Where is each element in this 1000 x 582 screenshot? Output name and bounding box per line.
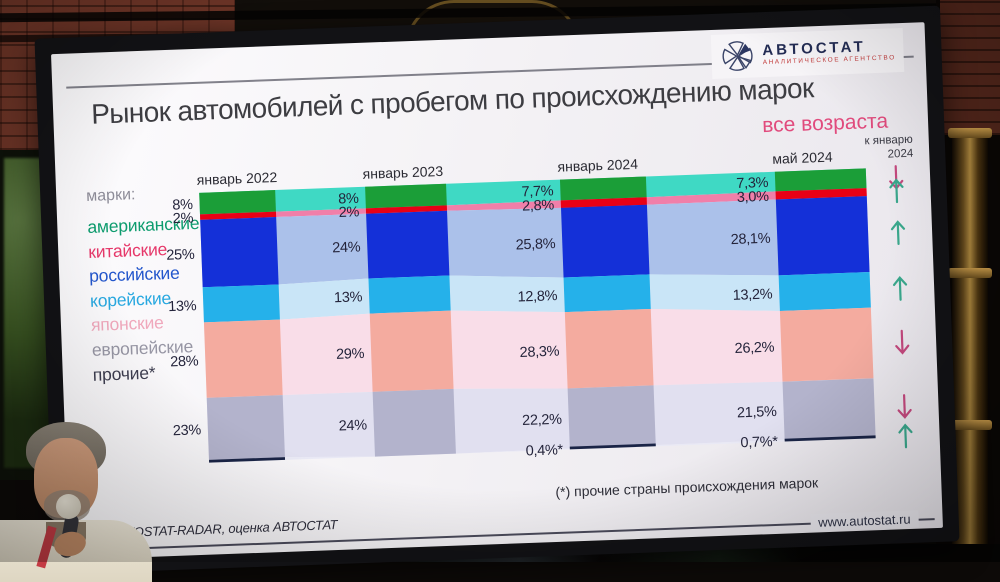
segment-label: 22,2% [522, 412, 563, 429]
segment-label: 13% [168, 298, 197, 315]
segment-label: 8% [172, 197, 193, 214]
column-segment [560, 204, 650, 278]
segment-label: 2% [338, 204, 359, 221]
segment-label: 13% [334, 289, 363, 306]
column-segment [365, 183, 447, 209]
column-segment [366, 210, 450, 279]
trend-arrow-up [890, 220, 906, 246]
segment-label: 28% [170, 353, 199, 370]
column-segment [372, 388, 456, 457]
stacked-area-chart: 8%2%25%13%28%23%8%2%24%13%29%24%7,7%2,8%… [166, 134, 914, 463]
column-header: январь 2023 [362, 163, 443, 182]
column-segment [775, 196, 870, 276]
segment-label: 24% [332, 239, 361, 256]
segment-label: 29% [336, 346, 365, 363]
segment-label: 12,8% [517, 288, 558, 305]
column-segment [560, 197, 647, 208]
segment-label: 28,1% [730, 231, 771, 248]
trend-arrow-up [892, 276, 908, 301]
presentation-slide: АВТОСТАТ АНАЛИТИЧЕСКОЕ АГЕНТСТВО Рынок а… [51, 22, 943, 560]
trend-arrow-down [895, 329, 910, 355]
autostat-logo-icon [722, 41, 753, 71]
column-segment [202, 284, 280, 323]
segment-label: 2,8% [522, 197, 555, 214]
golden-column-ring [948, 128, 992, 138]
segment-label: 2% [172, 210, 193, 227]
column-segment [559, 176, 647, 201]
column-segment [564, 308, 654, 389]
column-header: январь 2024 [557, 156, 638, 175]
segment-label: 24% [338, 417, 367, 434]
speaker [0, 418, 164, 582]
column-segment [775, 188, 867, 200]
golden-column-ring [948, 420, 992, 430]
column-segment [567, 385, 656, 449]
column-header: май 2024 [772, 149, 833, 167]
trend-arrow-up [898, 423, 913, 449]
column-segment [200, 217, 279, 288]
column-segment [203, 319, 283, 398]
trend-arrow-down [897, 394, 912, 419]
column-segment [779, 307, 874, 382]
segment-label: 3,0% [737, 189, 770, 206]
column-segment [774, 168, 867, 192]
segment-label: 7,3% [736, 175, 769, 192]
trend-arrow-up [889, 178, 904, 204]
website-link: www.autostat.ru [809, 510, 919, 532]
segment-label: 13,2% [732, 286, 773, 303]
column-segment [365, 205, 448, 214]
column-segment [569, 443, 656, 450]
segment-label: 0,7%* [740, 434, 778, 451]
trend-header: 2024 [887, 148, 914, 161]
segment-label: 0,4%* [525, 442, 563, 459]
column-segment [199, 190, 276, 215]
column-segment [782, 378, 876, 440]
column-segment [208, 457, 286, 463]
microphone-cap [56, 494, 81, 519]
segment-label: 8% [338, 191, 359, 208]
brick-right [940, 0, 1000, 135]
segment-label: 23% [173, 422, 202, 439]
column-segment [778, 272, 871, 311]
trend-header: к январю [864, 134, 913, 148]
column-segment [563, 274, 651, 313]
segment-label: 25,8% [515, 236, 556, 253]
column-segment [206, 395, 285, 460]
segment-label: 26,2% [734, 340, 775, 357]
column-segment [369, 310, 454, 392]
stacked-area [208, 436, 876, 463]
column-segment [784, 435, 876, 442]
segment-label: 25% [166, 247, 195, 264]
column-header: январь 2022 [196, 169, 277, 188]
golden-column [952, 128, 988, 548]
column-segment [368, 275, 451, 314]
autostat-logo: АВТОСТАТ АНАЛИТИЧЕСКОЕ АГЕНТСТВО [710, 27, 905, 79]
column-segment [199, 211, 277, 220]
segment-label: 7,7% [521, 183, 554, 200]
segment-label: 21,5% [737, 404, 778, 421]
segment-label: 28,3% [519, 344, 560, 361]
golden-column-ring [948, 268, 992, 278]
